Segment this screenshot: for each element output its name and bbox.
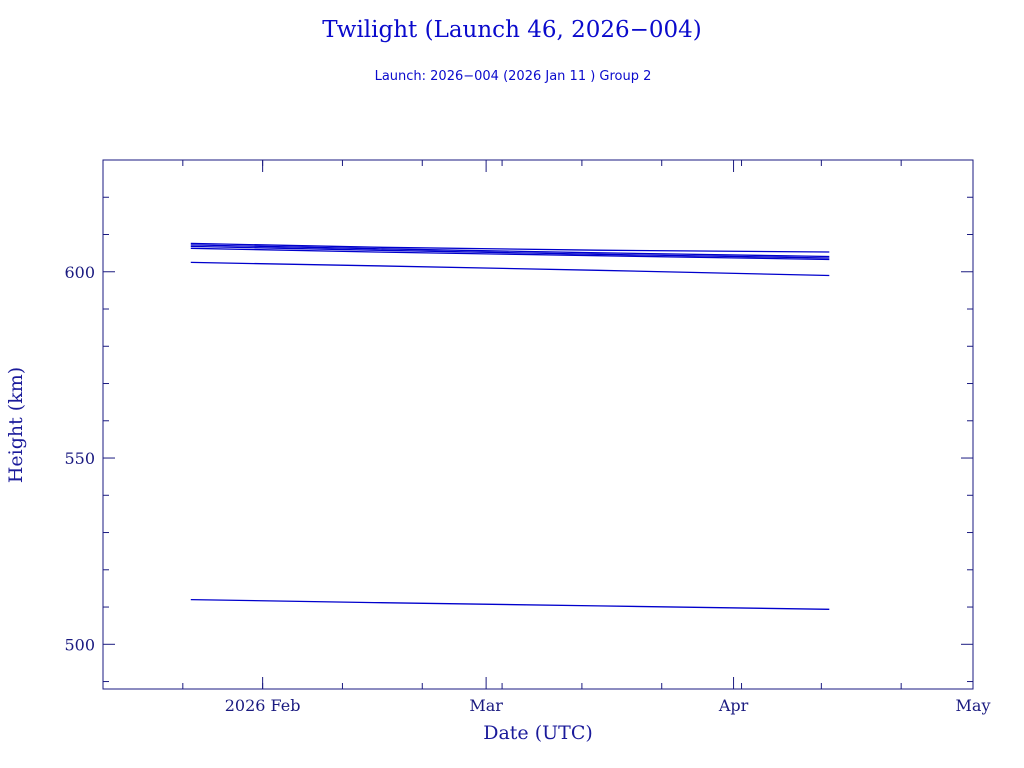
series-line	[190, 242, 830, 253]
y-tick-label: 550	[64, 449, 95, 468]
x-tick-label: 2026 Feb	[225, 696, 301, 715]
series-line	[190, 598, 830, 610]
x-axis: 2026 Feb Mar Apr May	[102, 160, 991, 715]
series-line	[190, 244, 830, 258]
x-tick-label: May	[956, 696, 991, 715]
chart-title: Twilight (Launch 46, 2026−004)	[322, 17, 702, 43]
y-axis: 500 550 600	[64, 159, 973, 683]
plot-border	[102, 159, 974, 690]
series-line	[190, 245, 830, 259]
series-lines	[190, 242, 830, 610]
x-tick-label: Apr	[718, 696, 749, 715]
chart-subtitle: Launch: 2026−004 (2026 Jan 11 ) Group 2	[375, 69, 652, 84]
plot-frame	[102, 159, 974, 690]
y-tick-label: 500	[64, 635, 95, 654]
y-axis-label: Height (km)	[5, 367, 27, 483]
x-tick-label: Mar	[469, 696, 503, 715]
series-line	[190, 247, 830, 261]
x-axis-label: Date (UTC)	[483, 722, 593, 744]
y-tick-label: 600	[64, 263, 95, 282]
series-line	[190, 261, 830, 277]
